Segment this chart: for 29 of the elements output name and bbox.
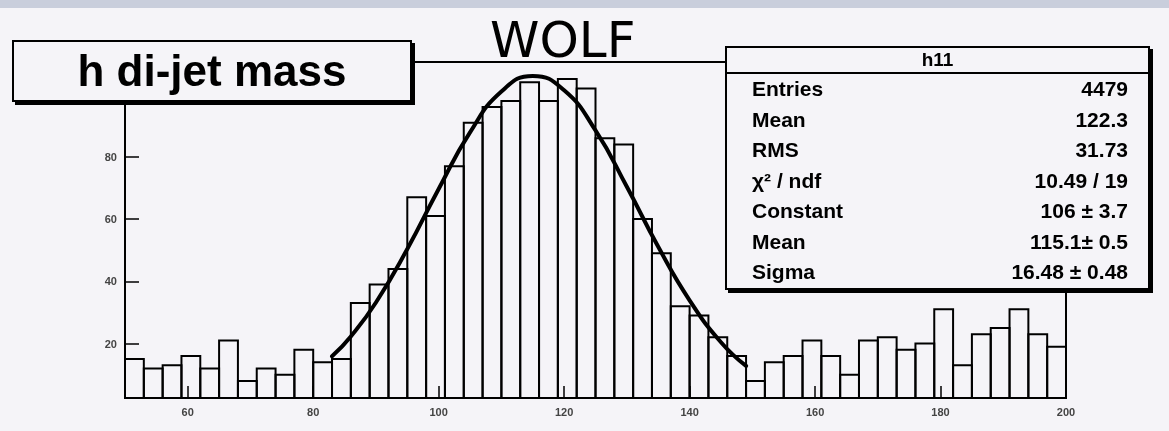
annotation: 16.48 ± 0.48 [1011, 259, 1128, 285]
x-tick-label: 200 [1056, 405, 1076, 418]
text: 4479 [1081, 76, 1128, 102]
text: 122.3 [1075, 106, 1128, 133]
y-tick-label: 60 [104, 213, 117, 226]
annotation: 106 ± 3.7 [1040, 198, 1128, 224]
annotation: 10.49 / 19 [1034, 167, 1128, 194]
annotation: Mean [752, 228, 806, 255]
annotation: WOLF [490, 10, 636, 70]
y-tick-label: 80 [104, 150, 117, 163]
annotation: 115.1± 0.5 [1030, 228, 1128, 255]
x-tick-label: 100 [429, 405, 448, 418]
y-tick-label: 20 [104, 337, 117, 350]
annotation: Entries [752, 76, 824, 102]
annotation: χ² / ndf [752, 167, 822, 194]
x-tick-label: 160 [805, 405, 825, 418]
x-tick-label: 120 [554, 405, 574, 418]
x-tick-label: 60 [181, 405, 194, 418]
annotation: RMS [752, 137, 799, 163]
x-tick-label: 180 [931, 405, 950, 418]
annotation: h11 [727, 48, 1148, 74]
y-tick-label: 40 [104, 275, 117, 288]
x-tick-label: 80 [307, 405, 320, 418]
x-tick-label: 140 [680, 405, 699, 418]
annotation: Constant [752, 198, 843, 224]
annotation: Sigma [752, 259, 816, 285]
annotation: Mean [752, 106, 806, 133]
chart-title: h di-jet mass [12, 40, 412, 102]
text: 31.73 [1075, 137, 1128, 163]
